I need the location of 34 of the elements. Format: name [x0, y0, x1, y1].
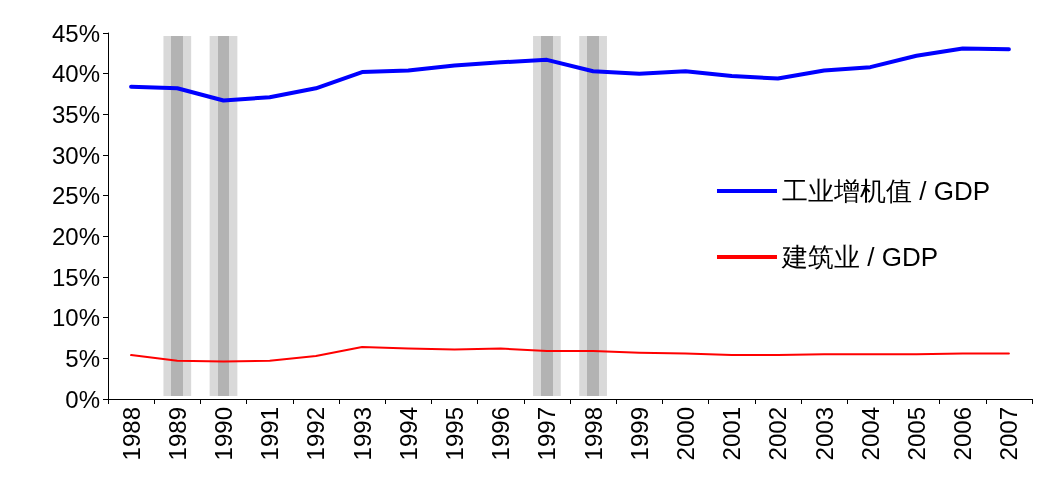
x-tick-label: 1988 — [117, 407, 145, 461]
y-tick-label: 35% — [51, 100, 100, 128]
y-tick-label: 5% — [65, 344, 100, 372]
y-tick-label: 20% — [51, 222, 100, 250]
x-tick-label: 2002 — [764, 407, 792, 461]
y-tick-label: 40% — [51, 60, 100, 88]
x-tick-label: 1992 — [302, 407, 330, 461]
x-tick-label: 1994 — [394, 407, 422, 461]
x-tick-label: 2000 — [672, 407, 699, 461]
legend-label: 建筑业 / GDP — [780, 242, 938, 272]
x-tick-label: 1993 — [348, 407, 376, 461]
y-tick-label: 10% — [51, 304, 100, 332]
x-tick-label: 1995 — [441, 407, 468, 461]
line-series — [129, 46, 1011, 103]
x-tick-label: 1999 — [625, 407, 653, 461]
y-tick-label: 0% — [65, 385, 100, 413]
y-tick-label: 25% — [51, 182, 100, 210]
x-tick-label: 2004 — [856, 407, 884, 461]
x-tick-label: 1996 — [487, 407, 515, 461]
x-tick-label: 1997 — [533, 407, 561, 461]
x-tick-label: 1989 — [163, 407, 191, 461]
x-tick-label: 2001 — [718, 407, 746, 461]
line-series — [130, 345, 1010, 363]
x-tick-label: 2005 — [903, 407, 930, 461]
legend-label: 工业增机值 / GDP — [781, 176, 990, 206]
x-tick-label: 1990 — [210, 407, 237, 461]
x-tick-label: 2003 — [810, 407, 838, 461]
x-tick-label: 1998 — [579, 407, 607, 461]
y-tick-label: 45% — [51, 19, 100, 47]
y-tick-label: 15% — [51, 263, 100, 291]
y-tick-label: 30% — [51, 141, 100, 169]
x-tick-label: 1991 — [256, 407, 284, 461]
x-tick-label: 2007 — [995, 407, 1023, 461]
x-tick-label: 2006 — [949, 407, 977, 461]
